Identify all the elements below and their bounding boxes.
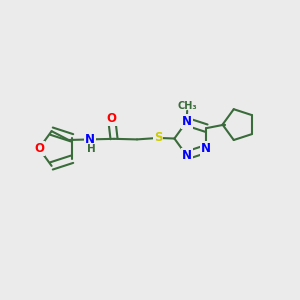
Text: O: O	[34, 142, 44, 155]
Text: O: O	[107, 112, 117, 125]
Text: N: N	[201, 142, 212, 155]
Text: N: N	[182, 115, 192, 128]
Text: H: H	[87, 144, 96, 154]
Text: N: N	[182, 149, 192, 162]
Text: S: S	[154, 131, 162, 144]
Text: CH₃: CH₃	[177, 100, 197, 110]
Text: N: N	[85, 133, 95, 146]
